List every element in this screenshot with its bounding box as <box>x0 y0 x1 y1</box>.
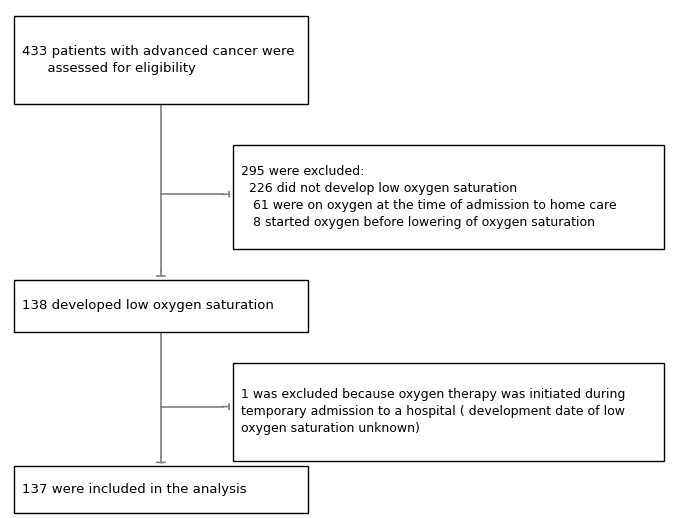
FancyBboxPatch shape <box>14 280 308 332</box>
FancyBboxPatch shape <box>233 145 664 249</box>
Text: 138 developed low oxygen saturation: 138 developed low oxygen saturation <box>22 299 274 312</box>
FancyBboxPatch shape <box>233 363 664 461</box>
Text: 295 were excluded:
  226 did not develop low oxygen saturation
   61 were on oxy: 295 were excluded: 226 did not develop l… <box>241 165 616 229</box>
FancyBboxPatch shape <box>14 466 308 513</box>
Text: 433 patients with advanced cancer were
      assessed for eligibility: 433 patients with advanced cancer were a… <box>22 45 295 75</box>
FancyBboxPatch shape <box>14 16 308 104</box>
Text: 1 was excluded because oxygen therapy was initiated during
temporary admission t: 1 was excluded because oxygen therapy wa… <box>241 388 625 435</box>
Text: 137 were included in the analysis: 137 were included in the analysis <box>22 483 247 496</box>
